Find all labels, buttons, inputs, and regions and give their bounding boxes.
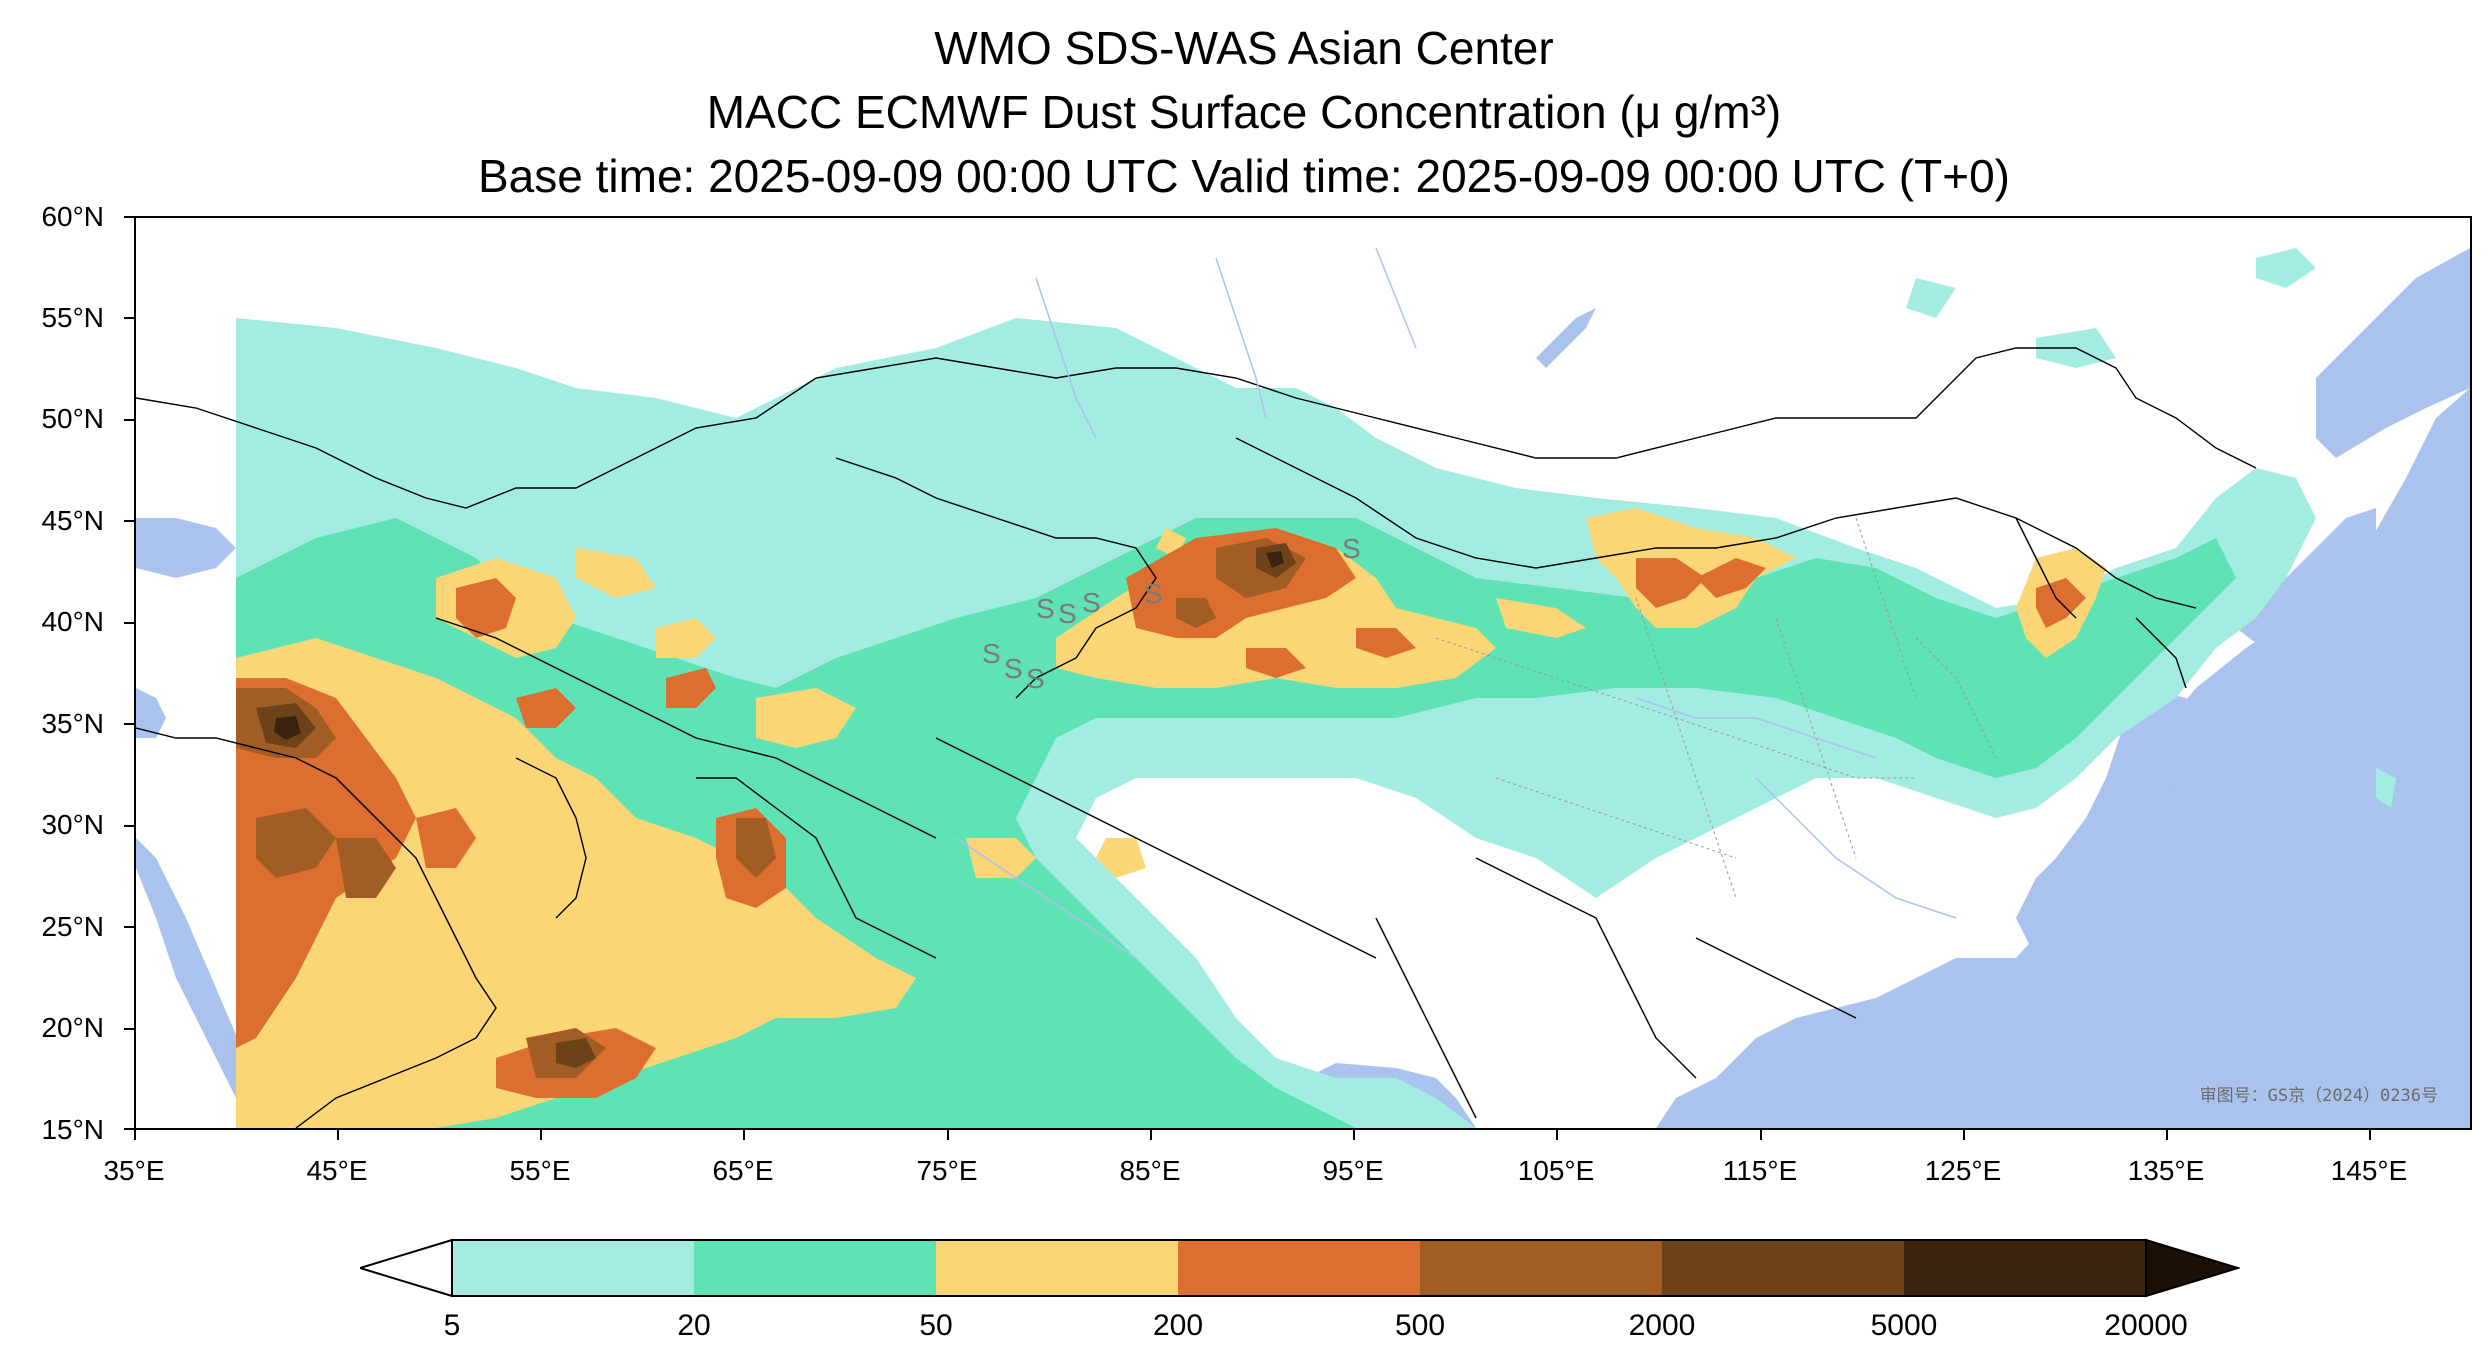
lat-tick-label: 45°N	[41, 505, 104, 536]
lat-tick-mark	[124, 520, 134, 522]
ocean-south-china-sea	[1656, 958, 2016, 1128]
country-borders	[136, 347, 2257, 1128]
lon-tick-label: 75°E	[916, 1155, 978, 1186]
svg-text:S: S	[1036, 593, 1055, 624]
colorbar-segment	[452, 1240, 694, 1296]
lon-tick-label: 55°E	[509, 1155, 571, 1186]
lat-tick-mark	[124, 1028, 134, 1030]
colorbar-label: 50	[919, 1309, 953, 1342]
lon-tick-label: 135°E	[2127, 1155, 2205, 1186]
lat-tick-mark	[124, 825, 134, 827]
ocean-yellow-sea	[2016, 688, 2196, 958]
lat-tick-mark	[124, 1128, 134, 1130]
svg-text:S: S	[1058, 598, 1077, 629]
colorbar-segment	[1178, 1240, 1420, 1296]
lat-tick-mark	[124, 216, 134, 218]
lon-tick-label: 125°E	[1924, 1155, 2002, 1186]
dust-map[interactable]: S S S S S S S S 审图号：GS京（2024）0236号	[134, 216, 2472, 1130]
lon-tick-label: 65°E	[712, 1155, 774, 1186]
ocean-mediterranean	[136, 688, 166, 738]
colorbar-label: 5000	[1870, 1309, 1938, 1342]
colorbar-label: 200	[1152, 1309, 1204, 1342]
lat-tick-mark	[124, 317, 134, 319]
lat-tick-mark	[124, 419, 134, 421]
lon-tick-label: 45°E	[306, 1155, 368, 1186]
svg-text:S: S	[1026, 663, 1045, 694]
lon-tick-mark	[1150, 1130, 1152, 1140]
colorbar-over-arrow	[2145, 1238, 2240, 1298]
lat-tick-mark	[124, 723, 134, 725]
lat-tick-label: 55°N	[41, 302, 104, 333]
lat-tick-label: 50°N	[41, 403, 104, 434]
lon-tick-label: 145°E	[2330, 1155, 2408, 1186]
lat-tick-label: 40°N	[41, 606, 104, 637]
lon-tick-mark	[337, 1130, 339, 1140]
colorbar-label: 5	[443, 1309, 461, 1342]
dust-level-5000-20000	[274, 551, 1284, 740]
lon-tick-mark	[743, 1130, 745, 1140]
lat-tick-label: 30°N	[41, 809, 104, 840]
lon-tick-mark	[1353, 1130, 1355, 1140]
svg-text:S: S	[1082, 587, 1101, 618]
lat-tick-label: 35°N	[41, 708, 104, 739]
lon-tick-label: 95°E	[1322, 1155, 1384, 1186]
lon-tick-label: 115°E	[1722, 1155, 1798, 1186]
lat-tick-label: 25°N	[41, 911, 104, 942]
colorbar-label: 20000	[2104, 1309, 2188, 1342]
colorbar-svg	[360, 1238, 2240, 1298]
map-canvas: S S S S S S S S	[136, 247, 2470, 1128]
lat-tick-label: 15°N	[41, 1114, 104, 1145]
lat-tick-label: 20°N	[41, 1012, 104, 1043]
lon-tick-label: 35°E	[103, 1155, 165, 1186]
ocean-sea-of-japan	[2236, 508, 2376, 658]
lon-tick-mark	[947, 1130, 949, 1140]
svg-text:S: S	[1342, 533, 1361, 564]
svg-text:S: S	[1004, 653, 1023, 684]
lat-tick-mark	[124, 622, 134, 624]
lon-tick-label: 105°E	[1517, 1155, 1595, 1186]
lon-tick-mark	[2369, 1130, 2371, 1140]
lon-tick-mark	[540, 1130, 542, 1140]
colorbar-label: 2000	[1628, 1309, 1696, 1342]
lat-tick-label: 60°N	[41, 201, 104, 232]
colorbar-segment	[1904, 1240, 2146, 1296]
lon-tick-mark	[1556, 1130, 1558, 1140]
lon-tick-mark	[1760, 1130, 1762, 1140]
dust-storm-symbols: S S S S S S S S	[982, 533, 1361, 694]
ocean-okhotsk	[2316, 248, 2470, 458]
colorbar-segment	[1662, 1240, 1904, 1296]
map-subtitle: MACC ECMWF Dust Surface Concentration (μ…	[706, 86, 1782, 138]
colorbar-label: 500	[1394, 1309, 1446, 1342]
lon-tick-mark	[2166, 1130, 2168, 1140]
colorbar-segment	[936, 1240, 1178, 1296]
map-title: WMO SDS-WAS Asian Center	[934, 22, 1554, 74]
svg-text:S: S	[982, 638, 1001, 669]
lon-tick-mark	[1963, 1130, 1965, 1140]
rivers	[955, 247, 1957, 959]
lon-tick-mark	[134, 1130, 136, 1140]
colorbar-label: 20	[677, 1309, 711, 1342]
map-time-info: Base time: 2025-09-09 00:00 UTC Valid ti…	[478, 150, 2010, 202]
map-review-number: 审图号：GS京（2024）0236号	[2199, 1086, 2438, 1106]
colorbar-segment	[1420, 1240, 1662, 1296]
colorbar-segment	[694, 1240, 936, 1296]
lon-tick-label: 85°E	[1119, 1155, 1181, 1186]
ocean-black-sea	[136, 518, 236, 578]
colorbar-under-arrow	[360, 1238, 453, 1298]
svg-text:S: S	[1144, 578, 1163, 609]
lat-tick-mark	[124, 926, 134, 928]
lake-baikal	[1536, 308, 1596, 368]
